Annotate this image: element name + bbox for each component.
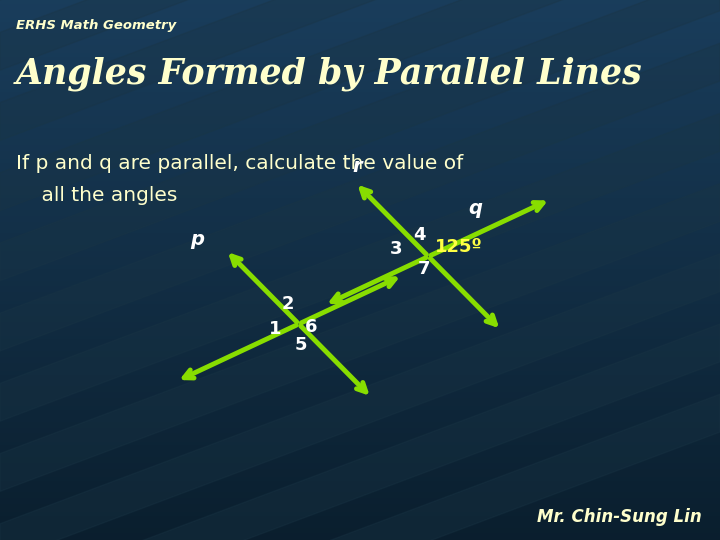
Text: r: r (352, 157, 361, 176)
Polygon shape (0, 0, 720, 140)
Polygon shape (0, 0, 720, 211)
Text: 7: 7 (418, 260, 430, 278)
Polygon shape (0, 254, 720, 540)
Text: 1: 1 (269, 320, 281, 338)
Polygon shape (0, 324, 720, 540)
Polygon shape (0, 394, 720, 540)
Text: 6: 6 (305, 318, 318, 336)
Polygon shape (0, 113, 720, 421)
Text: 4: 4 (413, 226, 426, 244)
Text: 125º: 125º (435, 239, 482, 256)
Text: Mr. Chin-Sung Lin: Mr. Chin-Sung Lin (537, 509, 702, 526)
Polygon shape (0, 0, 720, 70)
Text: 3: 3 (390, 240, 402, 258)
Polygon shape (0, 43, 720, 351)
Text: 5: 5 (294, 336, 307, 354)
Text: q: q (468, 199, 482, 218)
Polygon shape (0, 0, 720, 281)
Polygon shape (0, 184, 720, 491)
Text: p: p (190, 230, 204, 249)
Text: Angles Formed by Parallel Lines: Angles Formed by Parallel Lines (16, 57, 642, 91)
Text: ERHS Math Geometry: ERHS Math Geometry (16, 19, 176, 32)
Text: all the angles: all the angles (16, 186, 177, 205)
Text: 2: 2 (282, 295, 294, 313)
Text: If p and q are parallel, calculate the value of: If p and q are parallel, calculate the v… (16, 154, 463, 173)
